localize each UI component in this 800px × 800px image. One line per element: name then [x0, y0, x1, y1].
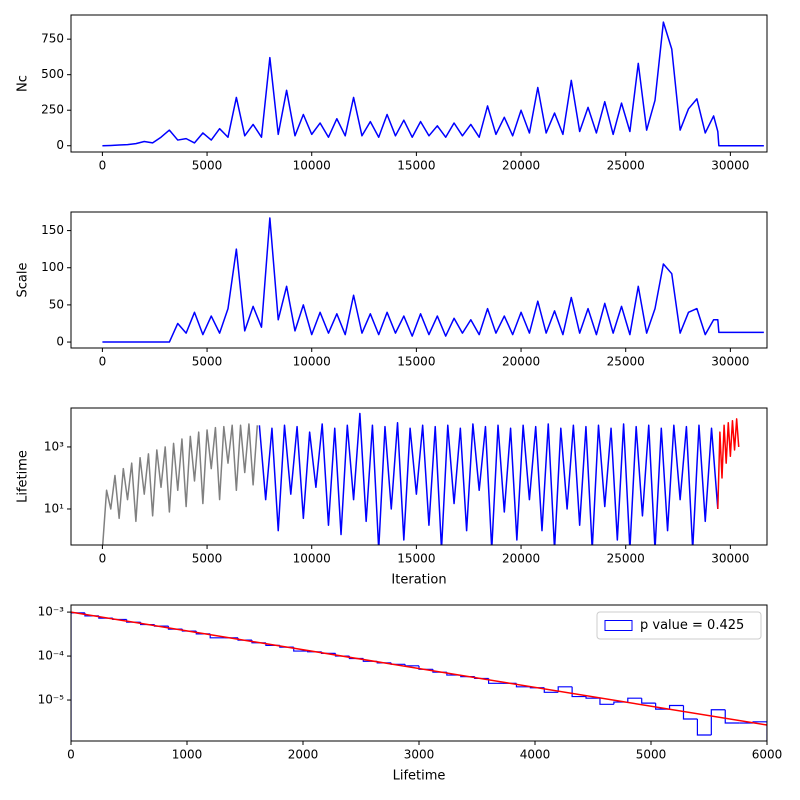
- y-tick-label: 10⁻⁵: [38, 693, 65, 707]
- histogram-bin: [724, 709, 740, 724]
- histogram-bin: [71, 612, 85, 741]
- x-tick-label: 4000: [520, 748, 551, 762]
- x-axis-label: Lifetime: [393, 769, 446, 784]
- x-tick-label: 0: [99, 552, 107, 566]
- y-tick-label: 0: [56, 335, 64, 349]
- x-tick-label: 0: [99, 159, 107, 173]
- x-tick-label: 30000: [711, 552, 749, 566]
- y-tick-label: 10⁻⁴: [38, 649, 65, 663]
- x-tick-label: 25000: [607, 355, 645, 369]
- y-tick-label: 750: [41, 32, 64, 46]
- histogram-bin: [682, 705, 698, 720]
- y-axis-label: Nc: [16, 75, 31, 92]
- y-tick-label: 0: [56, 138, 64, 152]
- y-tick-label: 150: [41, 223, 64, 237]
- legend-box: [596, 611, 762, 640]
- x-tick-label: 25000: [607, 159, 645, 173]
- y-tick-label: 100: [41, 260, 64, 274]
- x-tick-label: 5000: [192, 552, 223, 566]
- x-tick-label: 5000: [192, 355, 223, 369]
- histogram-bin: [627, 697, 642, 703]
- histogram-bin: [696, 719, 712, 736]
- x-tick-label: 25000: [607, 552, 645, 566]
- plot-area: [71, 611, 767, 741]
- data-line: [258, 412, 719, 545]
- x-tick-label: 6000: [752, 748, 783, 762]
- plot-area: [102, 21, 764, 147]
- axes-frame: [70, 604, 768, 742]
- y-axis-label: Lifetime: [16, 450, 31, 503]
- y-tick-label: 500: [41, 67, 64, 81]
- x-tick-label: 5000: [636, 748, 667, 762]
- x-tick-label: 10000: [293, 552, 331, 566]
- axes-frame: [70, 211, 768, 349]
- x-tick-label: 30000: [711, 159, 749, 173]
- data-line: [101, 423, 259, 545]
- y-tick-label: 10¹: [44, 501, 64, 515]
- x-tick-label: 20000: [502, 355, 540, 369]
- legend-label: p value = 0.425: [640, 618, 744, 633]
- legend-swatch: [604, 620, 633, 631]
- axes-frame: [70, 407, 768, 546]
- y-tick-label: 10⁻³: [38, 605, 65, 619]
- x-tick-label: 1000: [172, 748, 203, 762]
- x-tick-label: 15000: [397, 159, 435, 173]
- histogram-bin: [641, 698, 656, 704]
- x-tick-label: 10000: [293, 159, 331, 173]
- y-tick-label: 250: [41, 103, 64, 117]
- y-tick-label: 10³: [44, 439, 64, 453]
- x-tick-label: 20000: [502, 552, 540, 566]
- histogram-bin: [404, 664, 419, 667]
- x-tick-label: 10000: [293, 355, 331, 369]
- y-tick-label: 50: [49, 297, 64, 311]
- data-line: [102, 217, 764, 343]
- x-tick-label: 3000: [404, 748, 435, 762]
- x-tick-label: 2000: [288, 748, 319, 762]
- x-tick-label: 20000: [502, 159, 540, 173]
- x-axis-label: Iteration: [391, 573, 446, 588]
- histogram-bin: [668, 704, 684, 710]
- x-tick-label: 30000: [711, 355, 749, 369]
- axes-frame: [70, 14, 768, 153]
- histogram-bin: [571, 686, 587, 698]
- x-tick-label: 5000: [192, 159, 223, 173]
- plot-area: [101, 412, 740, 545]
- histogram-bin: [710, 709, 726, 736]
- plot-area: [102, 217, 764, 343]
- x-tick-label: 15000: [397, 552, 435, 566]
- data-line: [102, 21, 764, 147]
- data-line: [717, 418, 740, 510]
- x-tick-label: 15000: [397, 355, 435, 369]
- x-tick-label: 0: [99, 355, 107, 369]
- fit-line: [71, 611, 767, 726]
- histogram-bin: [599, 698, 614, 705]
- x-tick-label: 0: [67, 748, 75, 762]
- y-axis-label: Scale: [16, 263, 31, 298]
- histogram-bin: [585, 696, 600, 699]
